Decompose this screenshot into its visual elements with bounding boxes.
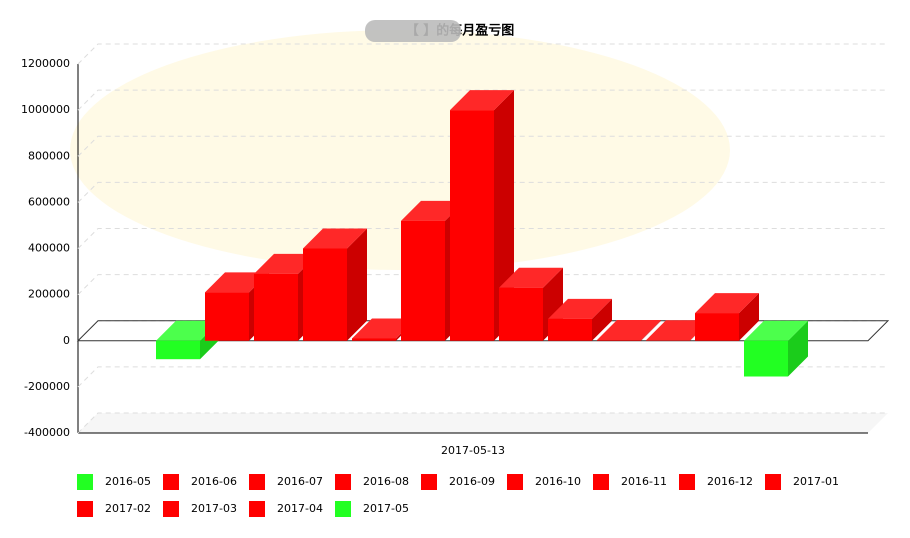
bar xyxy=(695,293,759,341)
legend-label: 2016-09 xyxy=(449,475,495,488)
legend-swatch xyxy=(765,474,781,490)
bar-side xyxy=(641,320,661,341)
bar-side xyxy=(592,298,612,341)
legend-label: 2016-06 xyxy=(191,475,237,488)
grid-line xyxy=(77,274,888,295)
legend-swatch xyxy=(335,501,351,517)
grid-line xyxy=(77,228,888,249)
legend-swatch xyxy=(77,501,93,517)
y-tick-label: 1200000 xyxy=(21,57,70,70)
bar-front xyxy=(401,220,445,341)
bar-front xyxy=(303,248,347,341)
legend-swatch xyxy=(163,474,179,490)
bar-front xyxy=(695,313,739,341)
legend-swatch xyxy=(421,474,437,490)
legend-label: 2017-04 xyxy=(277,502,323,515)
grid-line xyxy=(77,135,888,157)
bar xyxy=(744,320,808,377)
y-tick-label: 1000000 xyxy=(21,103,70,116)
bar-top xyxy=(352,318,416,339)
legend-label: 2016-11 xyxy=(621,475,667,488)
bar-front xyxy=(450,110,494,341)
bar-front xyxy=(499,287,543,341)
y-tick-label: 200000 xyxy=(28,288,70,301)
y-tick-label: 600000 xyxy=(28,195,70,208)
legend-swatch xyxy=(335,474,351,490)
grid-line xyxy=(77,412,888,434)
legend-swatch xyxy=(507,474,523,490)
bar-front xyxy=(597,340,641,341)
legend-label: 2017-03 xyxy=(191,502,237,515)
bar-top xyxy=(254,253,318,274)
legend-swatch xyxy=(593,474,609,490)
bar-front xyxy=(646,340,690,341)
bar-side xyxy=(788,320,808,377)
bar-top xyxy=(744,320,808,341)
legend-swatch xyxy=(249,501,265,517)
legend-label: 2016-07 xyxy=(277,475,323,488)
legend-label: 2016-05 xyxy=(105,475,151,488)
bar-top xyxy=(205,272,269,293)
bar-top xyxy=(548,298,612,319)
bar-top xyxy=(499,267,563,288)
grid-line xyxy=(77,89,888,111)
bar-top xyxy=(695,293,759,314)
grid-line xyxy=(77,43,888,65)
bar-top xyxy=(597,320,661,341)
floor xyxy=(78,413,888,433)
legend-swatch xyxy=(77,474,93,490)
bar xyxy=(450,90,514,341)
legend-label: 2017-05 xyxy=(363,502,409,515)
bar-front xyxy=(156,340,200,360)
legend-label: 2017-01 xyxy=(793,475,839,488)
grid-line xyxy=(77,366,888,388)
bar-front xyxy=(205,292,249,341)
blurred-name xyxy=(365,20,461,42)
y-tick-label: 800000 xyxy=(28,149,70,162)
grid-line xyxy=(77,181,888,203)
bar xyxy=(303,228,367,341)
bar-side xyxy=(347,228,367,341)
legend-label: 2016-08 xyxy=(363,475,409,488)
bar-front xyxy=(548,318,592,341)
bar xyxy=(597,320,661,341)
bar-top xyxy=(401,200,465,221)
legend-swatch xyxy=(679,474,695,490)
bar xyxy=(548,298,612,341)
bar-top xyxy=(156,320,220,341)
y-tick-label: 400000 xyxy=(28,242,70,255)
map-background xyxy=(70,30,730,270)
legend-swatch xyxy=(249,474,265,490)
bar-top xyxy=(303,228,367,249)
legend-label: 2017-02 xyxy=(105,502,151,515)
x-axis-label: 2017-05-13 xyxy=(441,444,505,457)
bar-top xyxy=(646,320,710,341)
legend-swatch xyxy=(163,501,179,517)
y-tick-label: -200000 xyxy=(24,380,70,393)
legend-label: 2016-12 xyxy=(707,475,753,488)
bar-side xyxy=(739,293,759,341)
y-tick-label: 0 xyxy=(63,334,70,347)
bar-front xyxy=(254,273,298,341)
y-tick-label: -400000 xyxy=(24,426,70,439)
bar-top xyxy=(450,90,514,111)
bar-front xyxy=(744,340,788,377)
bar-front xyxy=(352,338,396,341)
legend-label: 2016-10 xyxy=(535,475,581,488)
